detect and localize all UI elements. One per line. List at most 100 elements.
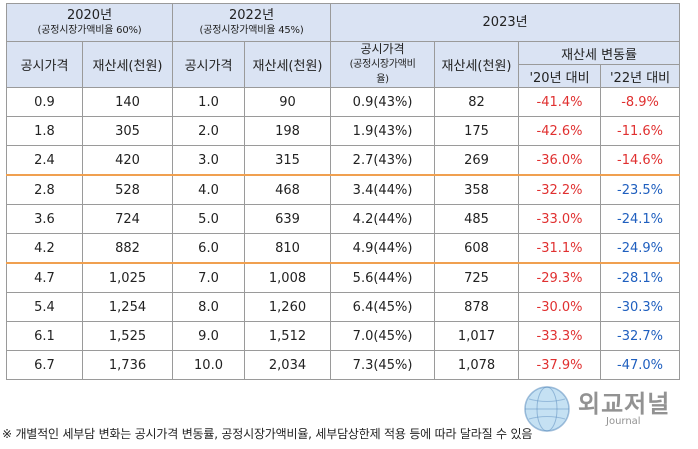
cell-2022-tax: 2,034 [244,350,332,380]
cell-change-vs-2022: -47.0% [600,350,681,380]
cell-2022-price: 6.0 [172,233,246,264]
header-2023-price-line2: (공정시장가액비 [349,59,416,70]
cell-2022-price: 10.0 [172,350,246,380]
cell-2023-tax: 175 [434,116,520,146]
cell-2020-tax: 724 [81,204,174,234]
cell-change-vs-2020: -30.0% [518,292,602,322]
cell-change-vs-2020: -32.2% [518,174,602,205]
cell-2022-price: 9.0 [172,321,246,351]
table-row: 6.1 1,525 9.0 1,512 7.0(45%) 1,017 -33.3% -32.7… [6,321,681,351]
table-row: 2.8 528 4.0 468 3.4(44%) 358 -32.2% -23.5% [6,174,681,205]
cell-2022-price: 3.0 [172,145,246,176]
cell-2020-tax: 882 [81,233,174,264]
cell-2023-tax: 725 [434,262,520,293]
header-2023-year: 2023년 [482,14,528,30]
cell-2020-tax: 305 [81,116,174,146]
cell-2022-tax: 810 [244,233,332,264]
cell-2022-price: 2.0 [172,116,246,146]
cell-2023-tax: 1,078 [434,350,520,380]
table-row: 4.2 882 6.0 810 4.9(44%) 608 -31.1% -24.9% [6,233,681,264]
cell-2023-price: 7.3(45%) [330,350,436,380]
cell-2023-tax: 82 [434,87,520,117]
cell-change-vs-2020: -37.9% [518,350,602,380]
cell-2022-tax: 1,512 [244,321,332,351]
header-2022-price: 공시가격 [172,41,246,88]
watermark: 외교저널 Journal [520,384,696,436]
header-2020-tax: 재산세(천원) [81,41,174,88]
cell-2020-tax: 1,025 [81,262,174,293]
cell-change-vs-2022: -30.3% [600,292,681,322]
cell-change-vs-2022: -8.9% [600,87,681,117]
cell-2022-tax: 90 [244,87,332,117]
header-2020: 2020년 (공정시장가액비율 60%) [5,3,174,42]
cell-2023-tax: 608 [434,233,520,264]
header-2023-price-line3: 율) [376,74,389,85]
table-row: 1.8 305 2.0 198 1.9(43%) 175 -42.6% -11.6% [6,116,681,146]
table-body: 0.9 140 1.0 90 0.9(43%) 82 -41.4% -8.9% 1.8 305 2.… [6,87,681,380]
cell-2022-price: 7.0 [172,262,246,293]
cell-2020-price: 2.4 [6,145,83,176]
cell-2020-tax: 140 [81,87,174,117]
header-2020-note: (공정시장가액비율 60%) [37,24,142,36]
cell-2020-price: 6.1 [6,321,83,351]
cell-2023-price: 6.4(45%) [330,292,436,322]
header-vs-2020: '20년 대비 [518,64,602,88]
header-vs-2022: '22년 대비 [600,64,681,88]
cell-change-vs-2020: -31.1% [518,233,602,264]
cell-2020-tax: 528 [81,174,174,205]
cell-2020-tax: 1,736 [81,350,174,380]
cell-change-vs-2020: -33.0% [518,204,602,234]
cell-2020-tax: 1,254 [81,292,174,322]
cell-2023-price: 0.9(43%) [330,87,436,117]
header-2023: 2023년 [330,3,681,42]
cell-2023-tax: 269 [434,145,520,176]
cell-change-vs-2020: -41.4% [518,87,602,117]
cell-change-vs-2020: -33.3% [518,321,602,351]
cell-2020-price: 0.9 [6,87,83,117]
header-2020-year: 2020년 [66,7,113,23]
cell-2023-price: 1.9(43%) [330,116,436,146]
footnote: ※ 개별적인 세부담 변화는 공시가격 변동률, 공정시장가액비율, 세부담상한… [2,427,533,441]
cell-2022-tax: 1,008 [244,262,332,293]
cell-2020-price: 5.4 [6,292,83,322]
cell-2023-price: 7.0(45%) [330,321,436,351]
cell-change-vs-2022: -14.6% [600,145,681,176]
cell-2020-tax: 1,525 [81,321,174,351]
cell-2023-tax: 485 [434,204,520,234]
header-2022-tax: 재산세(천원) [244,41,332,88]
cell-2022-price: 8.0 [172,292,246,322]
cell-change-vs-2022: -24.1% [600,204,681,234]
cell-2023-price: 2.7(43%) [330,145,436,176]
cell-2022-tax: 639 [244,204,332,234]
cell-2022-tax: 468 [244,174,332,205]
cell-2023-tax: 878 [434,292,520,322]
cell-2023-price: 4.2(44%) [330,204,436,234]
cell-2022-price: 4.0 [172,174,246,205]
cell-2020-price: 3.6 [6,204,83,234]
cell-2023-tax: 358 [434,174,520,205]
cell-change-vs-2022: -11.6% [600,116,681,146]
cell-2022-tax: 1,260 [244,292,332,322]
header-2020-price: 공시가격 [6,41,83,88]
header-2023-tax: 재산세(천원) [434,41,520,88]
cell-2020-tax: 420 [81,145,174,176]
cell-change-vs-2022: -32.7% [600,321,681,351]
header-change: 재산세 변동률 [518,41,681,65]
cell-change-vs-2022: -23.5% [600,174,681,205]
cell-change-vs-2020: -42.6% [518,116,602,146]
cell-2022-tax: 315 [244,145,332,176]
cell-2022-price: 1.0 [172,87,246,117]
cell-change-vs-2020: -36.0% [518,145,602,176]
cell-2023-price: 5.6(44%) [330,262,436,293]
cell-change-vs-2020: -29.3% [518,262,602,293]
property-tax-table: 2020년 (공정시장가액비율 60%) 2022년 (공정시장가액비율 45%… [5,3,681,380]
cell-2022-tax: 198 [244,116,332,146]
table-row: 6.7 1,736 10.0 2,034 7.3(45%) 1,078 -37.9% -47.… [6,350,681,380]
cell-2020-price: 4.2 [6,233,83,264]
header-2023-price: 공시가격 (공정시장가액비 율) [330,41,436,88]
watermark-sub: Journal [606,416,641,427]
table-row: 0.9 140 1.0 90 0.9(43%) 82 -41.4% -8.9% [6,87,681,117]
cell-change-vs-2022: -28.1% [600,262,681,293]
cell-2020-price: 6.7 [6,350,83,380]
cell-2023-price: 3.4(44%) [330,174,436,205]
